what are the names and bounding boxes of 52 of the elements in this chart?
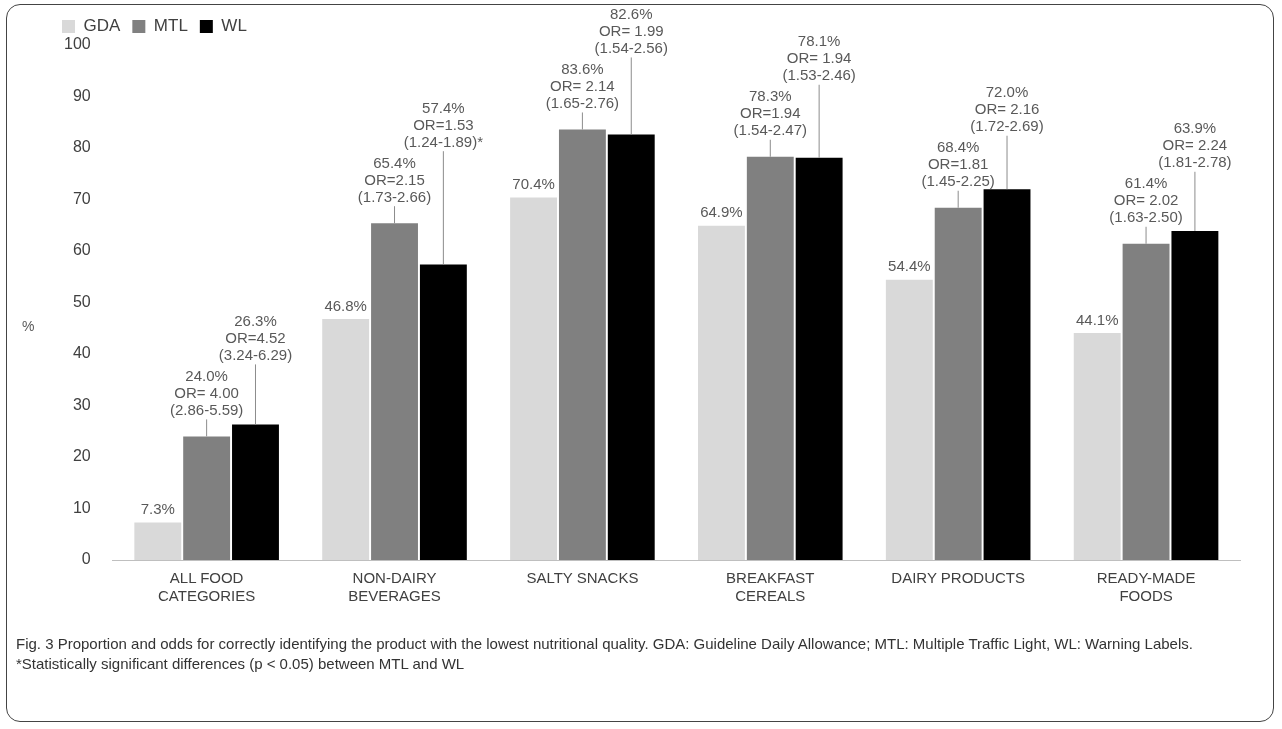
bar (1171, 230, 1219, 560)
bar (795, 157, 843, 560)
x-tick-label: NON-DAIRY BEVERAGES (348, 569, 441, 605)
x-tick-label: DAIRY PRODUCTS (891, 569, 1025, 587)
bar (322, 318, 370, 560)
data-label: 82.6% OR= 1.99 (1.54-2.56) (594, 5, 668, 57)
y-tick-label: 10 (72, 498, 91, 516)
y-axis-title: % (22, 318, 35, 334)
bar (232, 424, 279, 560)
y-tick-label: 40 (72, 344, 91, 362)
y-tick-label: 0 (81, 550, 91, 568)
data-label: 68.4% OR=1.81 (1.45-2.25) (921, 138, 995, 190)
bar (607, 134, 655, 560)
data-label: 72.0% OR= 2.16 (1.72-2.69) (970, 83, 1044, 135)
data-label: 26.3% OR=4.52 (3.24-6.29) (218, 312, 293, 364)
data-label: 54.4% (888, 257, 931, 275)
y-tick-label: 20 (72, 447, 91, 465)
bar (983, 189, 1031, 560)
bar (697, 225, 745, 560)
x-tick-label: READY-MADE FOODS (1096, 569, 1196, 605)
data-label: 7.3% (140, 500, 175, 518)
x-tick-label: BREAKFAST CEREALS (726, 569, 815, 605)
data-label: 57.4% OR=1.53 (1.24-1.89)* (403, 98, 484, 150)
y-tick-label: 60 (72, 241, 91, 259)
data-label: 65.4% OR=2.15 (1.73-2.66) (357, 153, 432, 205)
data-label: 24.0% OR= 4.00 (2.86-5.59) (169, 367, 244, 419)
y-tick-label: 100 (63, 35, 91, 53)
data-label: 78.3% OR=1.94 (1.54-2.47) (733, 87, 807, 139)
bar (419, 264, 467, 560)
y-tick-label: 80 (72, 138, 91, 156)
legend-label: GDA (83, 16, 121, 36)
y-tick-label: 90 (72, 86, 91, 104)
data-label: 44.1% (1075, 310, 1119, 328)
data-label: 83.6% OR= 2.14 (1.65-2.76) (545, 60, 620, 112)
y-tick-label: 70 (72, 189, 91, 207)
y-tick-label: 50 (72, 292, 91, 310)
legend-label: MTL (153, 16, 188, 36)
data-label: 70.4% (512, 175, 555, 193)
data-label: 61.4% OR= 2.02 (1.63-2.50) (1109, 174, 1183, 226)
bar (885, 279, 933, 560)
data-label: 78.1% OR= 1.94 (1.53-2.46) (782, 32, 856, 84)
legend-label: WL (221, 16, 247, 36)
caption: Fig. 3 Proportion and odds for correctly identifying the product with the lowest nutritional quality. GDA: Guideline Daily Allowance; MTL: Multiple Traffic Light, WL: Warning Labels. *Statistically significant differences (p < 0.05) between MTL and WL (16, 634, 1194, 674)
x-tick-label: SALTY SNACKS (526, 569, 639, 587)
data-label: 64.9% (700, 203, 743, 221)
bar (134, 522, 182, 560)
data-label: 46.8% (324, 296, 367, 314)
data-label: 63.9% OR= 2.24 (1.81-2.78) (1158, 119, 1232, 171)
bar (510, 197, 557, 560)
y-tick-label: 30 (72, 395, 91, 413)
x-tick-label: ALL FOOD CATEGORIES (158, 569, 256, 605)
bar (1073, 332, 1121, 560)
